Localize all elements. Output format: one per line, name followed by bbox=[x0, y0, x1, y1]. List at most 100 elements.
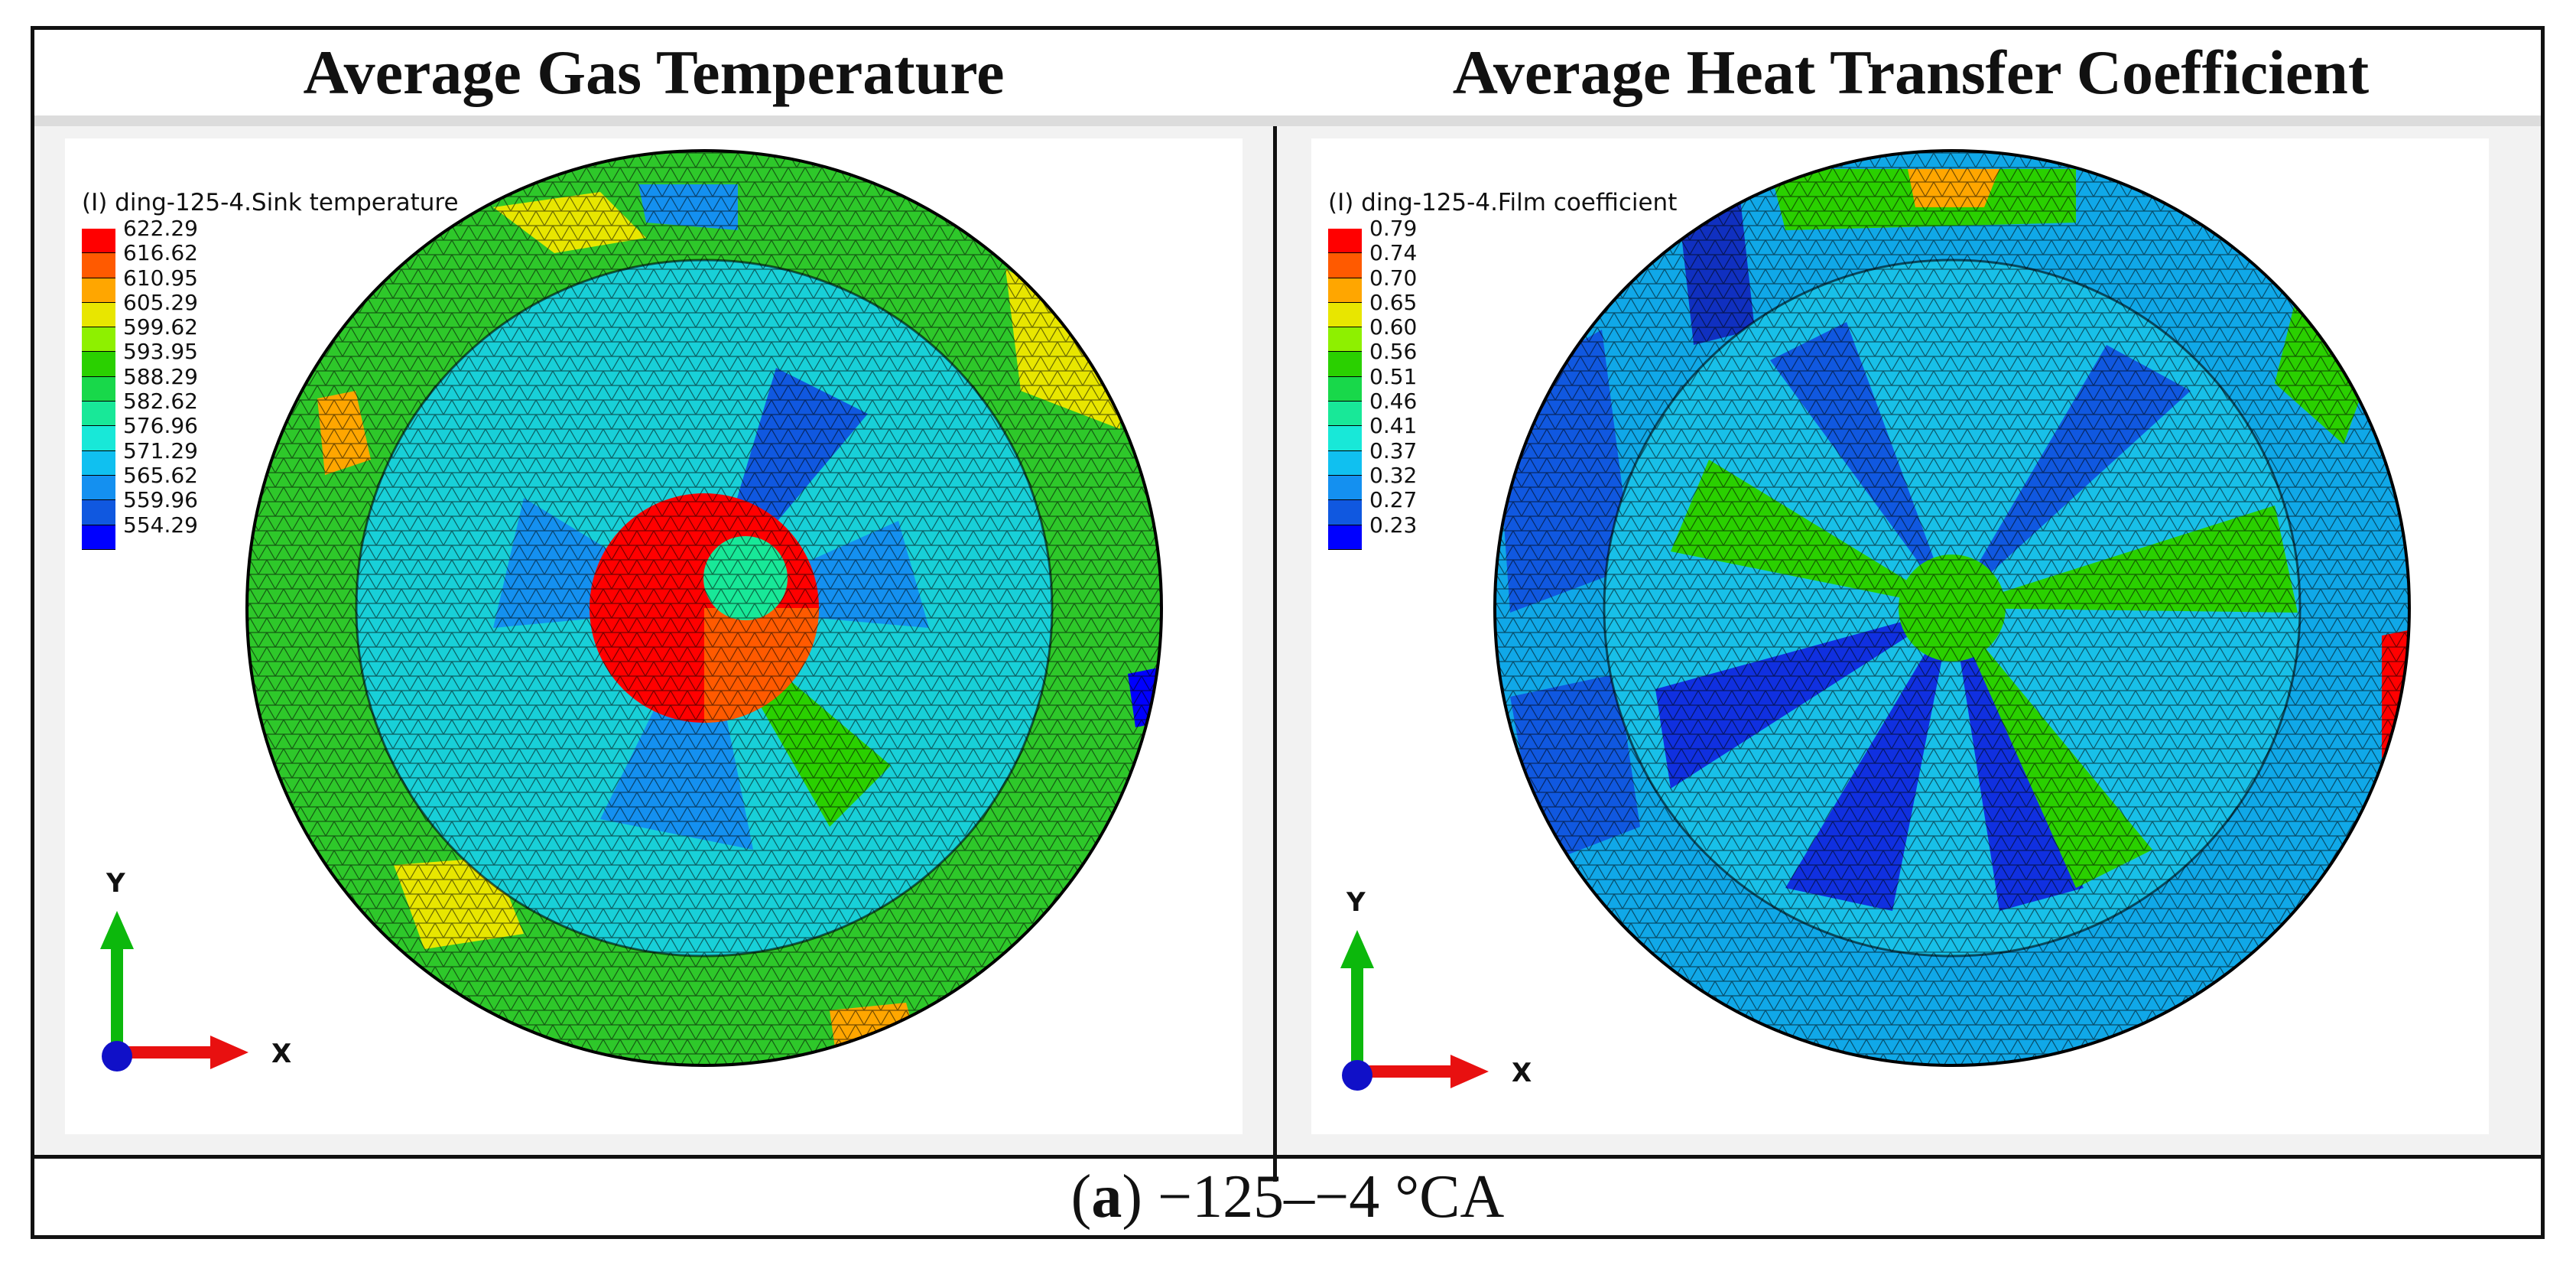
legend-row: 0.41 bbox=[1328, 415, 1417, 451]
legend-row: 559.96 bbox=[82, 489, 198, 525]
legend-title: (I) ding-125-4.Film coefficient bbox=[1328, 189, 1678, 216]
legend-row: 554.29 bbox=[82, 514, 198, 550]
legend-title: (I) ding-125-4.Sink temperature bbox=[82, 189, 459, 216]
bowl-edge bbox=[355, 259, 1054, 958]
legend-swatch bbox=[82, 327, 115, 353]
piston-contour-plot: Y X bbox=[1340, 149, 2411, 1091]
caption-divider bbox=[34, 1155, 2541, 1159]
legend-value: 0.46 bbox=[1369, 389, 1418, 415]
piston-contour-plot: Y X bbox=[100, 149, 1163, 1072]
legend-value: 571.29 bbox=[123, 437, 198, 463]
legend-swatch bbox=[82, 525, 115, 550]
legend-swatch bbox=[1328, 376, 1362, 402]
color-legend: 0.79 0.74 0.70 0.65 0.60 0.56 0.51 0.46 0.41 0.37… bbox=[1328, 218, 1418, 550]
legend-row: 599.62 bbox=[82, 317, 198, 353]
legend-row: 0.23 bbox=[1328, 514, 1417, 550]
legend-row: 0.51 bbox=[1328, 366, 1417, 402]
legend-row: 616.62 bbox=[82, 242, 198, 278]
legend-row: 588.29 bbox=[82, 366, 198, 402]
legend-swatch bbox=[1328, 302, 1362, 328]
legend-row: 0.65 bbox=[1328, 291, 1417, 328]
legend-swatch bbox=[1328, 525, 1362, 550]
mesh-overlay bbox=[1495, 151, 2409, 1065]
legend-swatch bbox=[82, 253, 115, 278]
legend-swatch bbox=[82, 475, 115, 501]
legend-value: 582.62 bbox=[123, 389, 198, 415]
legend-row: 0.27 bbox=[1328, 489, 1417, 525]
legend-swatch bbox=[1328, 327, 1362, 353]
legend-row: 0.79 bbox=[1328, 218, 1417, 254]
legend-value: 593.95 bbox=[123, 339, 198, 365]
legend-row: 605.29 bbox=[82, 291, 198, 328]
legend-swatch bbox=[82, 352, 115, 377]
legend-value: 0.74 bbox=[1369, 240, 1418, 266]
legend-swatch bbox=[82, 450, 115, 476]
heat-transfer-viewport: (I) ding-125-4.Film coefficient 0.79 0.74… bbox=[1311, 138, 2489, 1134]
legend-swatch bbox=[1328, 450, 1362, 476]
legend-row: 610.95 bbox=[82, 267, 198, 303]
legend-value: 0.70 bbox=[1369, 265, 1418, 291]
legend-value: 0.23 bbox=[1369, 512, 1418, 538]
legend-swatch bbox=[82, 500, 115, 525]
figure-frame: Average Gas Temperature Average Heat Tra… bbox=[31, 26, 2545, 1239]
legend-swatch bbox=[1328, 402, 1362, 427]
legend-row: 622.29 bbox=[82, 218, 198, 254]
legend-value: 554.29 bbox=[123, 512, 198, 538]
legend-row: 576.96 bbox=[82, 415, 198, 451]
legend-value: 0.56 bbox=[1369, 339, 1418, 365]
legend-value: 599.62 bbox=[123, 314, 198, 340]
legend-value: 0.65 bbox=[1369, 289, 1418, 315]
axis-triad: Y X bbox=[100, 868, 291, 1072]
legend-value: 0.79 bbox=[1369, 216, 1418, 241]
legend-value: 605.29 bbox=[123, 289, 198, 315]
piston-outline bbox=[1493, 149, 2411, 1067]
legend-swatch bbox=[82, 229, 115, 254]
legend-value: 0.51 bbox=[1369, 363, 1418, 389]
caption-label: (a) bbox=[1070, 1163, 1142, 1231]
axis-triad: Y X bbox=[1340, 887, 1532, 1091]
legend-row: 0.37 bbox=[1328, 440, 1417, 476]
legend-row: 565.62 bbox=[82, 464, 198, 501]
legend-swatch bbox=[82, 302, 115, 328]
legend-value: 0.32 bbox=[1369, 462, 1418, 488]
caption-text: −125–−4 °CA bbox=[1157, 1163, 1505, 1231]
legend-row: 0.70 bbox=[1328, 267, 1417, 303]
bowl-edge bbox=[1603, 259, 2302, 958]
mesh-overlay bbox=[247, 151, 1161, 1065]
legend-value: 559.96 bbox=[123, 487, 198, 513]
legend-row: 0.74 bbox=[1328, 242, 1417, 278]
legend-value: 576.96 bbox=[123, 413, 198, 439]
heading-divider-band bbox=[34, 115, 2541, 126]
right-panel-heading: Average Heat Transfer Coefficient bbox=[1452, 37, 2370, 107]
legend-swatch bbox=[1328, 426, 1362, 451]
legend-value: 610.95 bbox=[123, 265, 198, 291]
color-legend: 622.29 616.62 610.95 605.29 599.62 593.95 588.… bbox=[82, 218, 198, 550]
gas-temperature-viewport: (I) ding-125-4.Sink temperature 622.29 61… bbox=[65, 138, 1243, 1134]
piston-outline bbox=[245, 149, 1163, 1067]
legend-swatch bbox=[82, 376, 115, 402]
legend-value: 0.27 bbox=[1369, 487, 1418, 513]
legend-swatch bbox=[1328, 229, 1362, 254]
legend-row: 0.56 bbox=[1328, 341, 1417, 377]
legend-row: 593.95 bbox=[82, 341, 198, 377]
legend-value: 0.60 bbox=[1369, 314, 1418, 340]
figure-caption: (a) −125–−4 °CA bbox=[34, 1159, 2541, 1235]
x-axis-label: X bbox=[271, 1039, 291, 1069]
legend-swatch bbox=[82, 426, 115, 451]
legend-row: 0.46 bbox=[1328, 391, 1417, 427]
legend-value: 588.29 bbox=[123, 363, 198, 389]
legend-row: 582.62 bbox=[82, 391, 198, 427]
legend-row: 571.29 bbox=[82, 440, 198, 476]
legend-swatch bbox=[82, 278, 115, 303]
legend-value: 616.62 bbox=[123, 240, 198, 266]
vertical-divider bbox=[1273, 126, 1277, 1182]
legend-swatch bbox=[82, 402, 115, 427]
legend-swatch bbox=[1328, 352, 1362, 377]
y-axis-label: Y bbox=[1346, 887, 1366, 918]
legend-value: 0.37 bbox=[1369, 437, 1418, 463]
legend-value: 0.41 bbox=[1369, 413, 1418, 439]
legend-swatch bbox=[1328, 500, 1362, 525]
legend-swatch bbox=[1328, 278, 1362, 303]
legend-value: 565.62 bbox=[123, 462, 198, 488]
legend-row: 0.32 bbox=[1328, 464, 1417, 501]
